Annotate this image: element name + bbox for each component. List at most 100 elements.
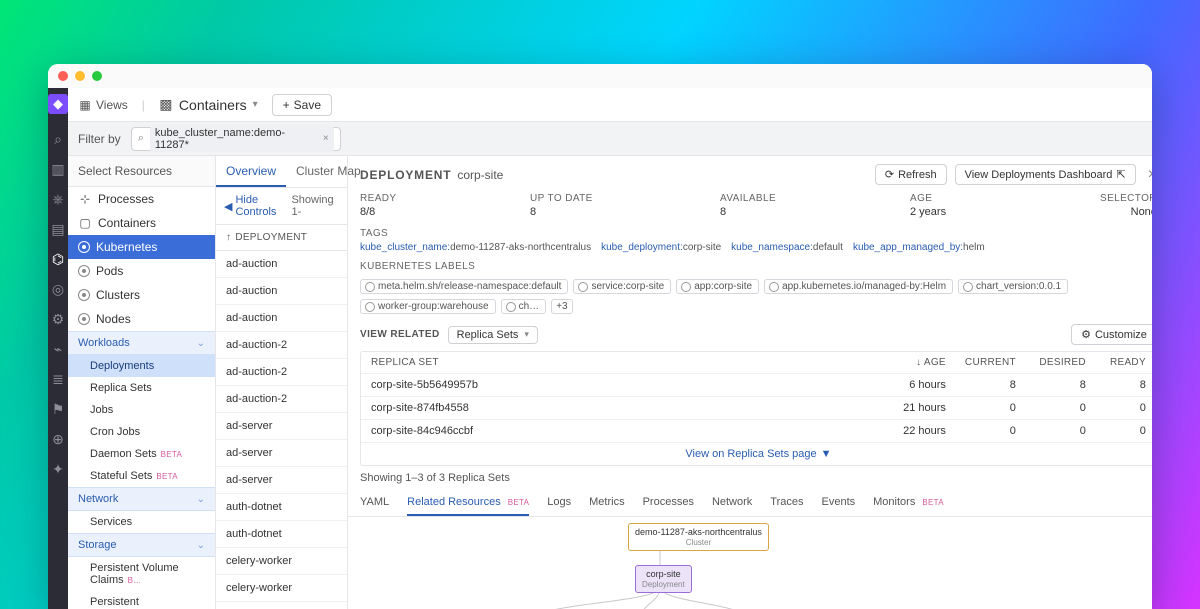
tab-related-resources[interactable]: Related Resources Beta [407,490,529,516]
table-row[interactable]: corp-site-5b5649957b6 hours888 [361,374,1152,397]
containers-picker[interactable]: ▩ Containers ▾ [159,97,258,113]
rail-icon-4[interactable]: ▤ [49,220,67,238]
view-replicasets-link[interactable]: View on Replica Sets page ▼ [685,448,831,460]
sidebar-item-clusters[interactable]: Clusters [68,283,215,307]
sidebar-item-processes[interactable]: ⊹Processes [68,187,215,211]
k8s-label-more[interactable]: +3 [551,299,572,314]
k8s-label[interactable]: service:corp-site [573,279,671,294]
rail-icon-6[interactable]: ⚙ [49,310,67,328]
k8s-label[interactable]: meta.helm.sh/release-namespace:default [360,279,568,294]
col-desired[interactable]: DESIRED [1016,357,1086,368]
deployment-row[interactable]: celery-worker [216,575,347,602]
sidebar-item-nodes[interactable]: Nodes [68,307,215,331]
tab-overview[interactable]: Overview [216,156,286,187]
node-deployment[interactable]: corp-siteDeployment [635,565,692,593]
rail-icon-11[interactable]: ✦ [49,460,67,478]
sidebar-item-services[interactable]: Services [68,511,215,533]
pods-icon [78,265,90,277]
rail-icon-2[interactable]: ▥ [49,160,67,178]
customize-button[interactable]: ⚙Customize [1071,324,1152,345]
sidebar-item-cron-jobs[interactable]: Cron Jobs [68,421,215,443]
sidebar-item-daemon-sets[interactable]: Daemon SetsBeta [68,443,215,465]
sidebar-item-pv[interactable]: Persistent VolumesBeta [68,591,215,609]
tab-monitors[interactable]: Monitors Beta [873,490,944,516]
k8s-label[interactable]: app:corp-site [676,279,759,294]
k8s-label[interactable]: ch… [501,299,547,314]
chevron-down-icon: ⌄ [197,540,205,551]
rail-icon-1[interactable]: ⌕ [49,130,67,148]
table-row[interactable]: corp-site-84c946ccbf22 hours000 [361,420,1152,442]
app-logo-icon[interactable]: ◆ [48,94,68,114]
maximize-window-icon[interactable] [92,71,102,81]
sidebar-item-kubernetes[interactable]: Kubernetes [68,235,215,259]
rail-icon-containers[interactable]: ⌬ [49,250,67,268]
rail-icon-9[interactable]: ⚑ [49,400,67,418]
node-cluster[interactable]: demo-11287-aks-northcentralusCluster [628,523,769,551]
deployment-row[interactable]: celery-worker [216,602,347,609]
tab-events[interactable]: Events [822,490,856,516]
meta-age: 2 years [910,206,1090,218]
filter-icon: ▼ [821,448,832,460]
k8s-label[interactable]: app.kubernetes.io/managed-by:Helm [764,279,953,294]
rail-icon-8[interactable]: ≣ [49,370,67,388]
tab-processes[interactable]: Processes [643,490,694,516]
hide-controls-link[interactable]: ◀Hide Controls [224,194,291,218]
chip-remove-icon[interactable]: × [323,133,329,144]
table-row[interactable]: corp-site-874fb455821 hours000 [361,397,1152,420]
rail-icon-10[interactable]: ⊕ [49,430,67,448]
col-current[interactable]: CURRENT [946,357,1016,368]
sidebar-item-pvc[interactable]: Persistent Volume ClaimsB… [68,557,215,591]
sidebar-item-deployments[interactable]: Deployments [68,355,215,377]
deployment-row[interactable]: ad-auction [216,251,347,278]
tag[interactable]: kube_cluster_name:demo-11287-aks-northce… [360,242,591,253]
tab-network[interactable]: Network [712,490,752,516]
tab-yaml[interactable]: YAML [360,490,389,516]
views-link[interactable]: ▦ Views [78,98,128,112]
tab-metrics[interactable]: Metrics [589,490,624,516]
group-workloads[interactable]: Workloads⌄ [68,331,215,355]
deployment-row[interactable]: ad-auction [216,278,347,305]
filter-chip[interactable]: kube_cluster_name:demo-11287* × [150,126,334,152]
deployment-row[interactable]: ad-auction-2 [216,359,347,386]
group-network[interactable]: Network⌄ [68,487,215,511]
tag[interactable]: kube_app_managed_by:helm [853,242,985,253]
refresh-button[interactable]: ⟳Refresh [875,164,947,185]
close-panel-icon[interactable]: × [1148,166,1152,184]
dep-list-header[interactable]: ↑Deployment [216,225,347,251]
deployment-row[interactable]: auth-dotnet [216,494,347,521]
rail-icon-3[interactable]: ⎈ [49,190,67,208]
deployment-row[interactable]: ad-auction [216,305,347,332]
group-storage[interactable]: Storage⌄ [68,533,215,557]
tag[interactable]: kube_namespace:default [731,242,843,253]
tag[interactable]: kube_deployment:corp-site [601,242,721,253]
col-ready[interactable]: READY [1086,357,1146,368]
rail-icon-5[interactable]: ◎ [49,280,67,298]
filter-input[interactable]: ⌕ kube_cluster_name:demo-11287* × [131,127,341,151]
sidebar-item-stateful-sets[interactable]: Stateful SetsBeta [68,465,215,487]
view-related-select[interactable]: Replica Sets▾ [448,326,538,344]
sidebar-item-containers[interactable]: ▢Containers [68,211,215,235]
deployment-row[interactable]: celery-worker [216,548,347,575]
close-window-icon[interactable] [58,71,68,81]
save-button[interactable]: + Save [272,94,332,116]
views-label: Views [96,98,128,112]
deployment-row[interactable]: ad-server [216,467,347,494]
related-resources-diagram[interactable]: demo-11287-aks-northcentralusCluster cor… [348,517,1152,609]
k8s-label[interactable]: worker-group:warehouse [360,299,496,314]
col-replicaset[interactable]: REPLICA SET [371,357,876,368]
sidebar-item-jobs[interactable]: Jobs [68,399,215,421]
minimize-window-icon[interactable] [75,71,85,81]
col-age[interactable]: ↓ AGE [876,357,946,368]
tab-traces[interactable]: Traces [770,490,803,516]
sidebar-item-replica-sets[interactable]: Replica Sets [68,377,215,399]
deployment-row[interactable]: ad-server [216,440,347,467]
k8s-label[interactable]: chart_version:0.0.1 [958,279,1068,294]
rail-icon-7[interactable]: ⌁ [49,340,67,358]
deployment-row[interactable]: ad-server [216,413,347,440]
tab-logs[interactable]: Logs [547,490,571,516]
sidebar-item-pods[interactable]: Pods [68,259,215,283]
view-dashboard-button[interactable]: View Deployments Dashboard⇱ [955,164,1136,185]
deployment-row[interactable]: ad-auction-2 [216,332,347,359]
deployment-row[interactable]: auth-dotnet [216,521,347,548]
deployment-row[interactable]: ad-auction-2 [216,386,347,413]
